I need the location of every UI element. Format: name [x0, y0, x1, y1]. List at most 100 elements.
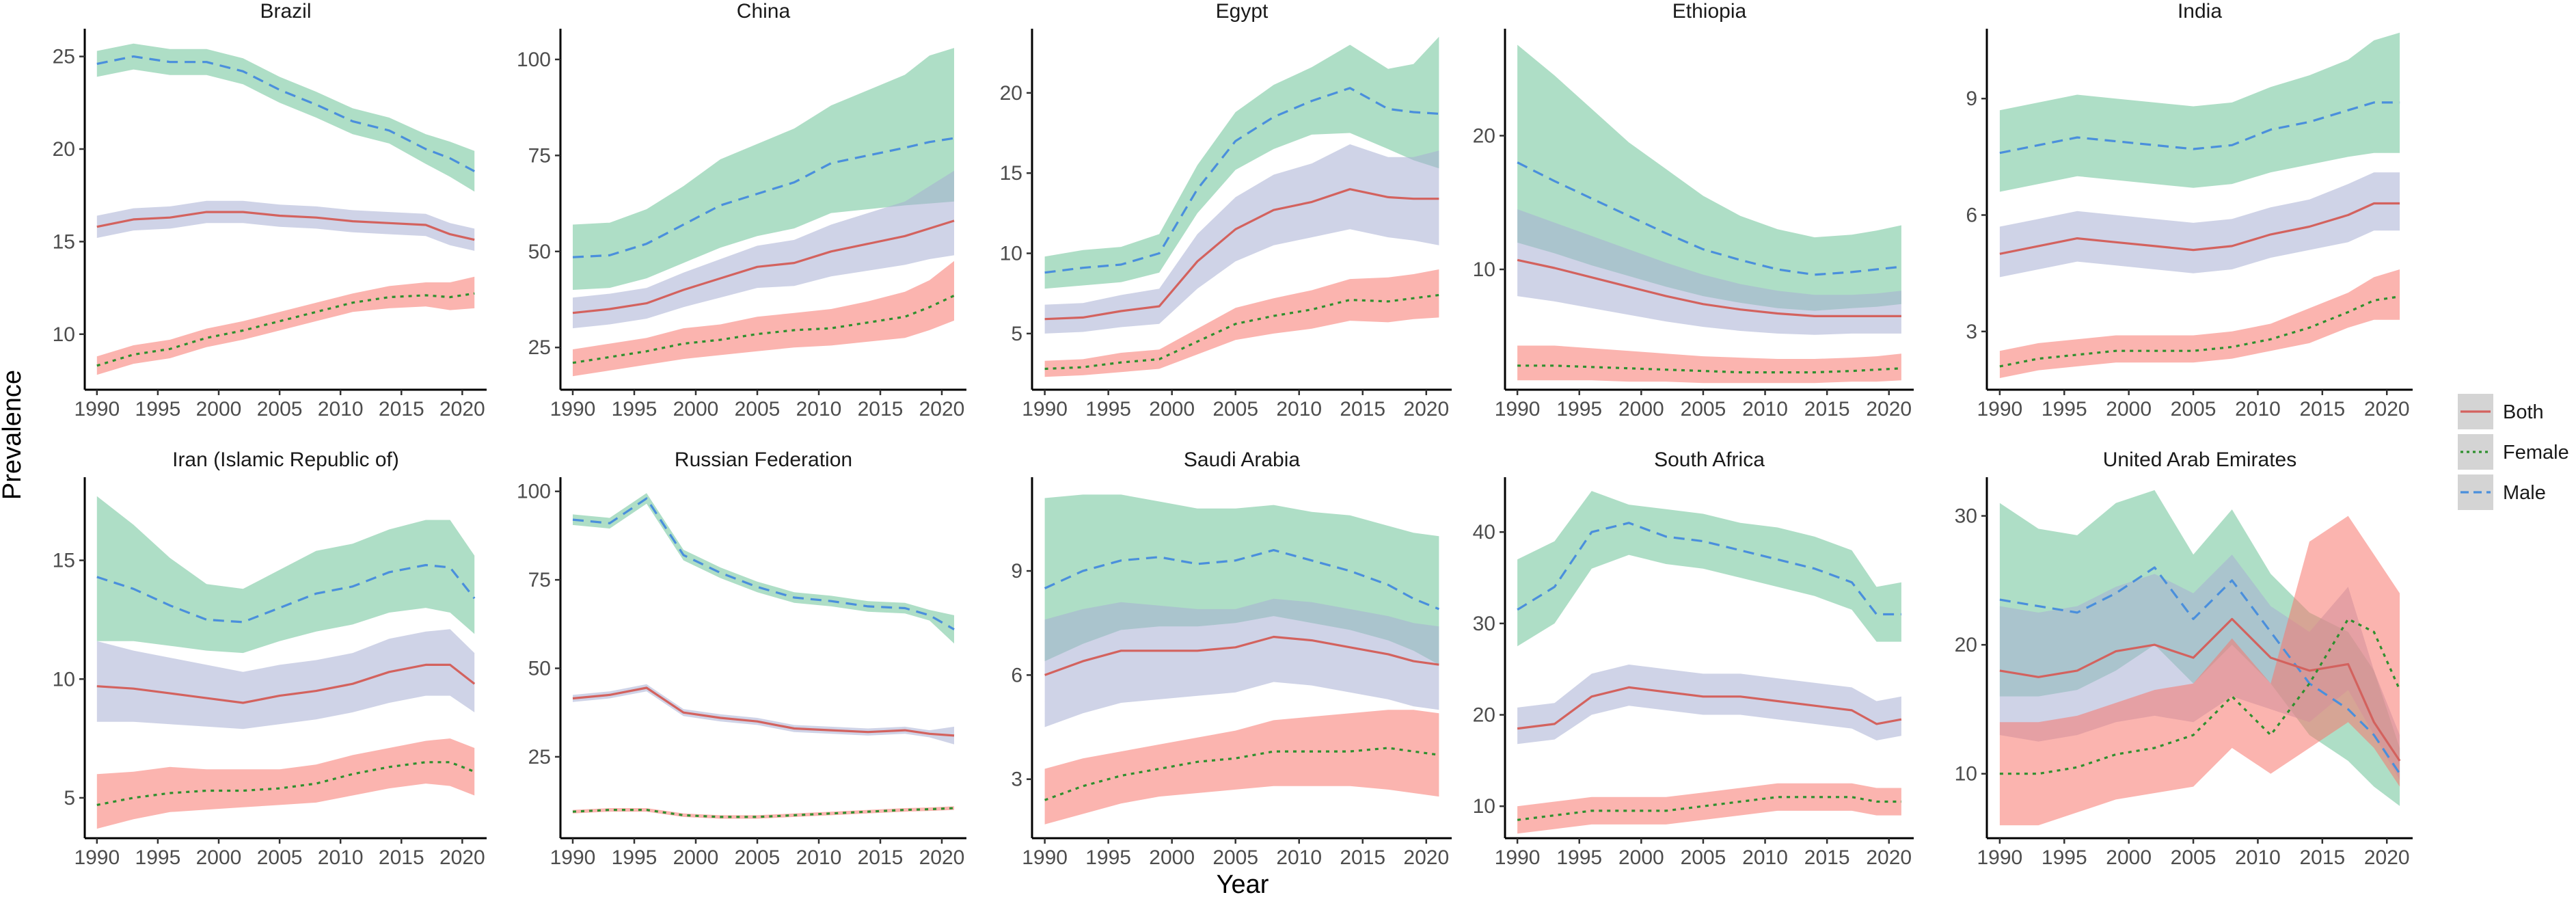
y-tick-label-saudi-arabia-3: 3: [1011, 768, 1022, 791]
y-tick-label-egypt-20: 20: [1000, 82, 1022, 105]
x-tick-label-russian-federation-1995: 1995: [612, 846, 657, 869]
y-tick-label-ethiopia-20: 20: [1473, 124, 1495, 147]
band-both-brazil: [96, 200, 475, 251]
x-tick-label-ethiopia-1990: 1990: [1495, 398, 1541, 420]
panel-united-arab-emirates: United Arab Emirates 10 20 30 1990 1995 2000 20…: [1955, 448, 2413, 869]
band-female-ethiopia: [1517, 345, 1901, 384]
band-male-iran-islamic-republic-of: [96, 496, 475, 654]
x-tick-label-ethiopia-2020: 2020: [1866, 398, 1912, 420]
x-tick-label-iran-islamic-republic-of-1995: 1995: [135, 846, 181, 869]
panel-title-iran-islamic-republic-of: Iran (Islamic Republic of): [172, 448, 399, 471]
legend-item-both: Both: [2458, 394, 2544, 429]
band-both-india: [1999, 172, 2400, 278]
x-tick-label-india-1990: 1990: [1977, 398, 2023, 420]
x-tick-label-united-arab-emirates-2010: 2010: [2235, 846, 2281, 869]
x-tick-label-egypt-2005: 2005: [1212, 398, 1258, 420]
band-male-russian-federation: [573, 493, 954, 644]
panel-title-china: China: [737, 0, 791, 23]
y-tick-label-china-75: 75: [528, 144, 551, 167]
x-tick-label-egypt-1990: 1990: [1022, 398, 1068, 420]
x-tick-label-egypt-2000: 2000: [1149, 398, 1195, 420]
x-tick-label-egypt-2015: 2015: [1340, 398, 1385, 420]
line-male-ethiopia: [1517, 161, 1902, 276]
band-female-saudi-arabia: [1044, 710, 1439, 825]
legend-label-both: Both: [2503, 401, 2544, 423]
y-tick-label-united-arab-emirates-10: 10: [1955, 763, 1977, 786]
line-male-egypt: [1044, 87, 1439, 274]
band-both-iran-islamic-republic-of: [96, 629, 475, 729]
x-tick-label-saudi-arabia-2020: 2020: [1403, 846, 1449, 869]
band-male-india: [1999, 32, 2400, 192]
line-both-egypt: [1044, 188, 1439, 321]
x-tick-label-south-africa-2020: 2020: [1866, 846, 1912, 869]
line-both-russian-federation: [572, 686, 955, 737]
x-tick-label-brazil-1990: 1990: [74, 398, 120, 420]
x-tick-label-china-2020: 2020: [919, 398, 965, 420]
band-female-united-arab-emirates: [1999, 516, 2400, 826]
y-tick-label-india-3: 3: [1966, 321, 1977, 343]
band-male-south-africa: [1517, 491, 1901, 647]
y-tick-label-russian-federation-50: 50: [528, 658, 551, 680]
x-tick-label-iran-islamic-republic-of-2015: 2015: [379, 846, 424, 869]
x-tick-label-india-2005: 2005: [2171, 398, 2216, 420]
legend-item-female: Female: [2458, 434, 2569, 470]
x-tick-label-brazil-2000: 2000: [196, 398, 242, 420]
band-both-china: [573, 170, 954, 329]
y-tick-label-egypt-15: 15: [1000, 162, 1022, 185]
band-female-india: [1999, 269, 2400, 378]
x-tick-label-united-arab-emirates-1995: 1995: [2042, 846, 2087, 869]
y-tick-label-egypt-10: 10: [1000, 243, 1022, 265]
band-both-saudi-arabia: [1044, 598, 1439, 727]
line-male-russian-federation: [572, 497, 955, 630]
x-tick-label-saudi-arabia-1990: 1990: [1022, 846, 1068, 869]
y-tick-label-china-50: 50: [528, 241, 551, 263]
y-tick-label-united-arab-emirates-30: 30: [1955, 505, 1977, 528]
band-female-brazil: [96, 276, 475, 375]
y-tick-label-brazil-25: 25: [53, 46, 75, 68]
line-both-brazil: [96, 211, 475, 241]
y-tick-label-south-africa-10: 10: [1473, 795, 1495, 818]
x-tick-label-south-africa-2015: 2015: [1804, 846, 1850, 869]
y-tick-label-saudi-arabia-9: 9: [1011, 560, 1022, 583]
y-tick-label-russian-federation-75: 75: [528, 569, 551, 591]
x-tick-label-saudi-arabia-2015: 2015: [1340, 846, 1385, 869]
line-female-saudi-arabia: [1044, 747, 1439, 801]
band-female-south-africa: [1517, 783, 1901, 834]
x-tick-label-saudi-arabia-2000: 2000: [1149, 846, 1195, 869]
band-male-brazil: [96, 43, 475, 192]
x-tick-label-russian-federation-2015: 2015: [858, 846, 904, 869]
y-tick-label-south-africa-40: 40: [1473, 521, 1495, 544]
y-tick-label-russian-federation-100: 100: [517, 481, 551, 503]
line-female-russian-federation: [572, 807, 955, 818]
x-tick-label-ethiopia-2000: 2000: [1618, 398, 1664, 420]
line-both-ethiopia: [1517, 258, 1901, 317]
line-both-saudi-arabia: [1044, 635, 1439, 676]
line-female-ethiopia: [1517, 364, 1901, 374]
panel-title-egypt: Egypt: [1216, 0, 1269, 23]
x-tick-label-russian-federation-2010: 2010: [796, 846, 842, 869]
x-tick-label-china-1995: 1995: [612, 398, 657, 420]
x-tick-label-egypt-1995: 1995: [1085, 398, 1131, 420]
panel-china: China 25 50 75 100 1990 1995 2000 2005 2010 2015 20…: [517, 0, 966, 420]
y-tick-label-brazil-15: 15: [53, 230, 75, 253]
y-tick-label-brazil-10: 10: [53, 323, 75, 346]
y-tick-label-iran-islamic-republic-of-10: 10: [53, 668, 75, 691]
panel-title-russian-federation: Russian Federation: [675, 448, 852, 471]
y-tick-label-brazil-20: 20: [53, 138, 75, 161]
x-tick-label-brazil-2010: 2010: [318, 398, 364, 420]
line-male-india: [1999, 101, 2400, 155]
x-tick-label-ethiopia-2010: 2010: [1742, 398, 1788, 420]
x-tick-label-russian-federation-2005: 2005: [735, 846, 781, 869]
line-male-south-africa: [1517, 522, 1901, 616]
line-both-china: [572, 219, 955, 314]
x-tick-label-india-2010: 2010: [2235, 398, 2281, 420]
y-tick-label-ethiopia-10: 10: [1473, 258, 1495, 281]
x-tick-label-south-africa-2000: 2000: [1618, 846, 1664, 869]
x-tick-label-russian-federation-2020: 2020: [919, 846, 965, 869]
band-female-iran-islamic-republic-of: [96, 738, 475, 829]
y-tick-label-india-9: 9: [1966, 88, 1977, 110]
line-male-iran-islamic-republic-of: [96, 563, 476, 624]
y-tick-label-iran-islamic-republic-of-15: 15: [53, 550, 75, 572]
panel-title-brazil: Brazil: [260, 0, 311, 23]
